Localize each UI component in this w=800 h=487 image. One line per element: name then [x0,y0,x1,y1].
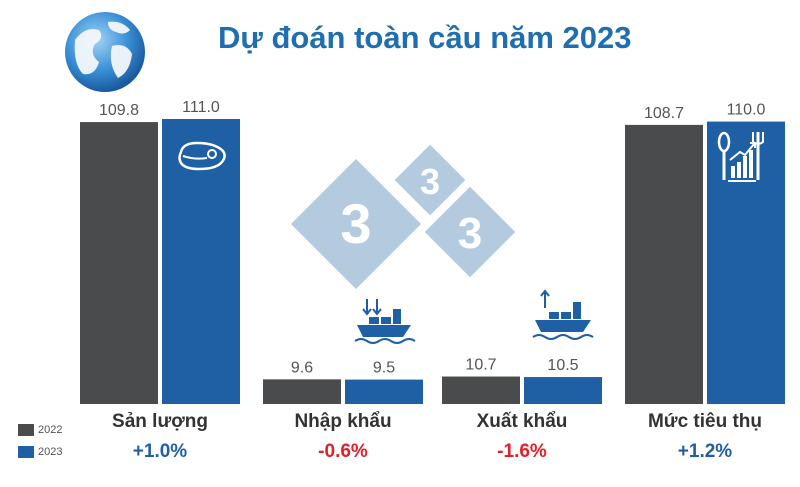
value-label: 109.8 [99,102,139,119]
value-label: 110.0 [727,102,766,119]
change-percent: +1.0% [132,441,188,462]
legend-label: 2022 [38,424,63,436]
import-ship-icon [354,299,416,344]
category-label: Mức tiêu thụ [647,411,763,432]
watermark-logo: 3 3 3 [290,144,516,290]
bar-2022 [442,376,520,404]
bar-2023 [345,379,423,404]
bar-2022 [263,379,341,404]
value-label: 10.5 [547,357,578,374]
meat-steak-icon [178,141,226,171]
change-percent: -0.6% [318,441,368,462]
legend-item-2023: 2023 [18,446,62,458]
value-label: 9.6 [291,359,313,376]
value-label: 111.0 [182,99,220,116]
legend-swatch [18,424,34,436]
bar-2023 [524,377,602,404]
bar-2022 [80,122,158,404]
bar-2022 [625,124,703,405]
value-label: 9.5 [373,360,395,377]
legend-swatch [18,446,34,458]
consumption-chart-icon [717,131,764,182]
change-percent: -1.6% [497,441,547,462]
value-label: 10.7 [465,357,496,374]
legend-label: 2023 [38,446,63,458]
watermark-digit: 3 [420,161,440,202]
export-ship-icon [532,289,594,340]
category-label: Nhập khẩu [294,411,392,432]
legend-item-2022: 2022 [18,424,62,436]
change-percent: +1.2% [677,441,733,462]
value-labels-group: 109.8 111.0 9.6 9.5 10.7 10.5 108.7 110.0 [99,99,766,377]
value-label: 108.7 [644,105,684,122]
watermark-digit: 3 [458,209,482,258]
category-label: Xuất khẩu [476,411,568,432]
bar-2023 [162,119,240,404]
chart-title: Dự đoán toàn cầu năm 2023 [218,20,632,55]
globe-icon [65,12,145,92]
watermark-digit: 3 [340,192,371,255]
category-label: Sản lượng [112,411,208,432]
